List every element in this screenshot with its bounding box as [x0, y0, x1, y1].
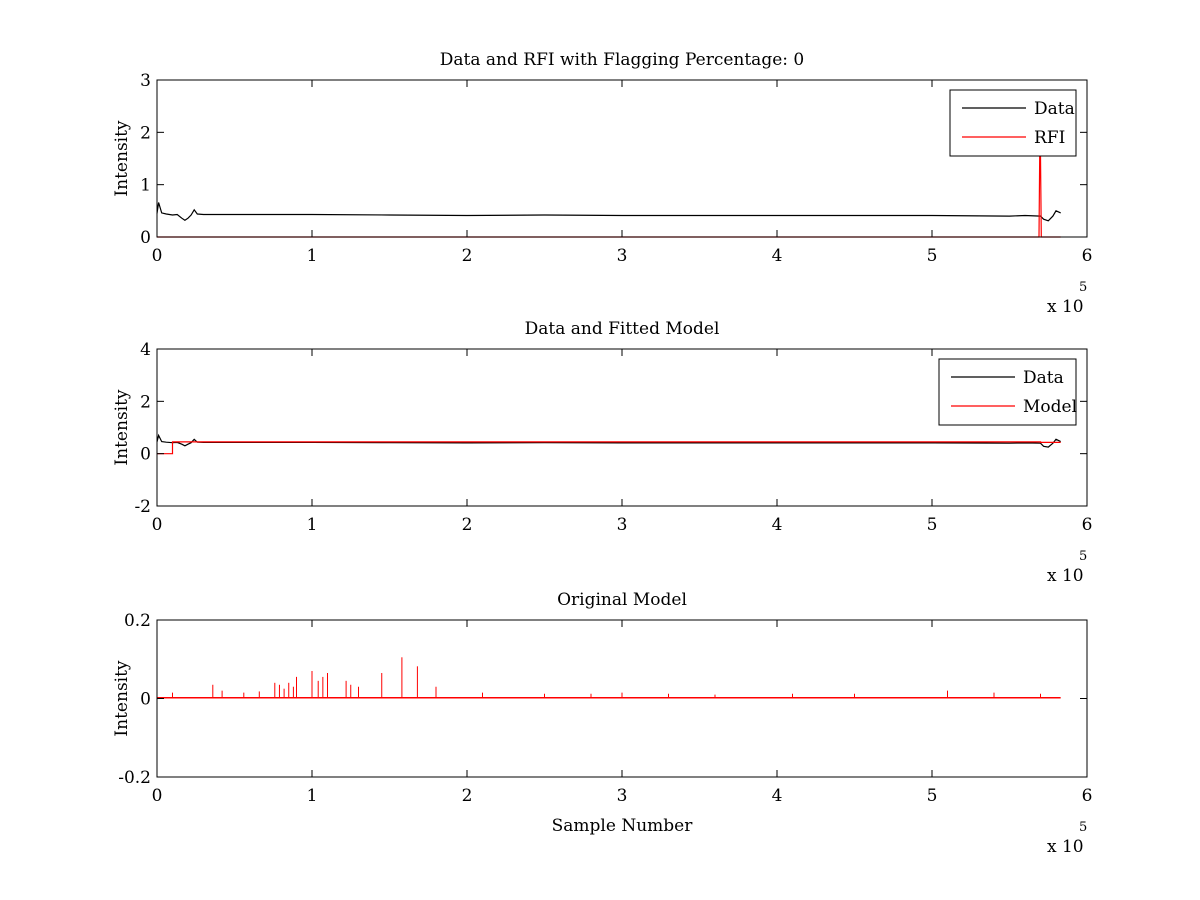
y-tick-label: 0 — [140, 690, 151, 710]
x-tick-label: 4 — [772, 246, 783, 266]
x-tick-label: 4 — [772, 786, 783, 806]
y-axis-label: Intensity — [112, 120, 132, 196]
x-tick-label: 5 — [927, 246, 938, 266]
x-multiplier-exponent: 5 — [1079, 820, 1087, 835]
legend-box — [949, 89, 1077, 157]
x-tick-label: 6 — [1082, 786, 1093, 806]
legend: Data Model — [938, 358, 1077, 426]
x-tick-label: 3 — [617, 515, 628, 535]
legend-label-data: Data — [1034, 99, 1075, 119]
y-tick-label: -0.2 — [118, 768, 151, 788]
x-tick-label: 2 — [462, 246, 473, 266]
y-axis-label: Intensity — [112, 660, 132, 736]
legend-box — [938, 358, 1077, 426]
subplot-title: Original Model — [557, 590, 687, 610]
x-multiplier: x 10 — [1047, 837, 1084, 857]
y-tick-label: 0.2 — [124, 611, 151, 631]
legend-label-rfi: RFI — [1034, 128, 1065, 148]
plot-area — [157, 80, 1087, 237]
x-tick-label: 2 — [462, 515, 473, 535]
legend-label-data: Data — [1023, 368, 1064, 388]
y-tick-label: 2 — [140, 123, 151, 143]
x-tick-label: 0 — [152, 246, 163, 266]
y-tick-label: 3 — [140, 71, 151, 91]
x-multiplier: x 10 — [1047, 297, 1084, 317]
x-tick-label: 5 — [927, 515, 938, 535]
plot-area — [157, 349, 1087, 506]
x-tick-label: 1 — [307, 515, 318, 535]
subplot-1: 0 1 2 3 4 5 6 0 1 2 3 Data and RFI with Flagging Pe… — [112, 50, 1092, 317]
subplot-title: Data and RFI with Flagging Percentage: 0 — [440, 50, 804, 70]
legend-label-model: Model — [1023, 397, 1077, 417]
x-tick-label: 1 — [307, 786, 318, 806]
y-tick-label: 0 — [140, 228, 151, 248]
series-model-line — [157, 441, 1061, 455]
x-tick-label: 0 — [152, 786, 163, 806]
y-tick-label: 0 — [140, 445, 151, 465]
y-tick-label: 4 — [140, 340, 151, 360]
x-tick-label: 5 — [927, 786, 938, 806]
x-axis-label: Sample Number — [552, 816, 694, 836]
subplot-title: Data and Fitted Model — [525, 319, 720, 339]
y-tick-label: 1 — [140, 176, 151, 196]
x-multiplier: x 10 — [1047, 566, 1084, 586]
x-tick-label: 3 — [617, 246, 628, 266]
x-multiplier-exponent: 5 — [1079, 549, 1087, 564]
x-tick-label: 6 — [1082, 246, 1093, 266]
x-tick-label: 0 — [152, 515, 163, 535]
y-tick-label: -2 — [134, 497, 151, 517]
x-tick-label: 3 — [617, 786, 628, 806]
y-axis-label: Intensity — [112, 389, 132, 465]
x-tick-label: 6 — [1082, 515, 1093, 535]
x-multiplier-exponent: 5 — [1079, 280, 1087, 295]
x-tick-label: 1 — [307, 246, 318, 266]
y-tick-label: 2 — [140, 392, 151, 412]
x-tick-label: 4 — [772, 515, 783, 535]
x-tick-label: 2 — [462, 786, 473, 806]
legend: Data RFI — [949, 89, 1077, 157]
